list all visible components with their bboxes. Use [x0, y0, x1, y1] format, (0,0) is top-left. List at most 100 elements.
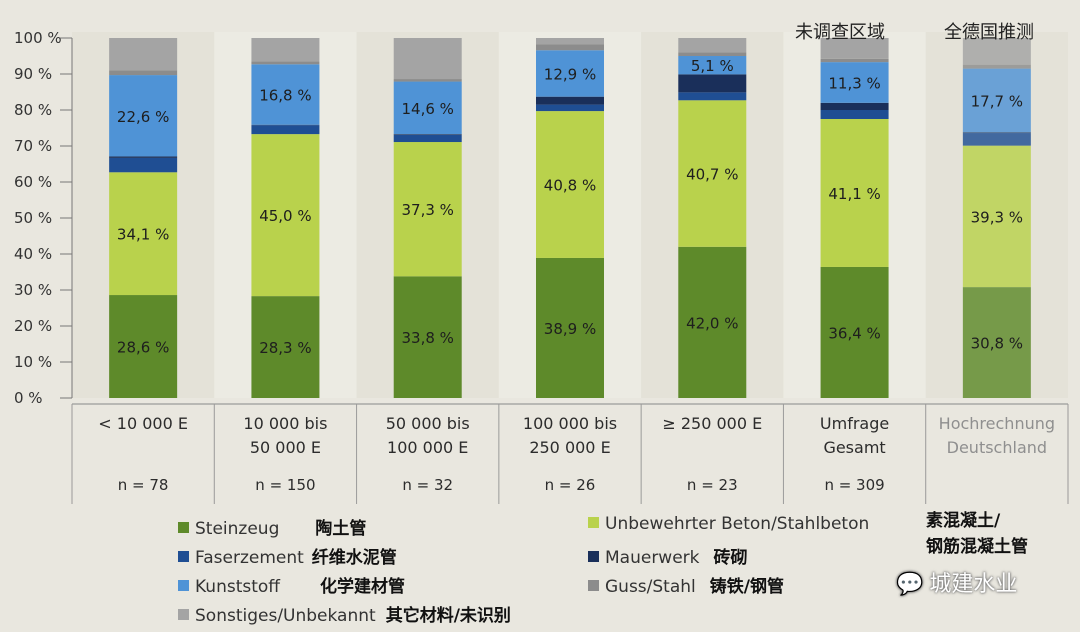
data-label: 28,6 %	[117, 339, 169, 357]
legend-item-sonstiges: Sonstiges/Unbekannt 其它材料/未识别	[178, 601, 511, 626]
bar-segment	[536, 111, 604, 258]
sample-size-label: n = 26	[545, 476, 596, 494]
bar-segment	[678, 246, 747, 398]
bar-segment	[393, 276, 462, 398]
category-label: 250 000 E	[529, 438, 610, 457]
bar-segment	[393, 134, 462, 143]
data-label: 28,3 %	[259, 339, 311, 357]
bar-segment	[962, 133, 1031, 146]
data-label: 42,0 %	[686, 314, 738, 332]
sample-size-label: n = 78	[118, 476, 169, 494]
legend-label: Mauerwerk	[605, 548, 700, 568]
bar-segment	[251, 296, 320, 398]
bar-segment	[678, 52, 747, 56]
legend-swatch	[588, 579, 599, 591]
data-label: 17,7 %	[971, 92, 1023, 110]
annotation-unsurveyed: 未调查区域	[795, 22, 885, 43]
bar-segment	[393, 142, 462, 277]
bar-segment	[962, 64, 1031, 69]
legend-label-cn: 陶土管	[315, 519, 367, 539]
data-label: 22,6 %	[117, 108, 169, 126]
stacked-bar-chart: 0 % 10 % 20 % 30 % 40 % 50 % 60 % 70 % 80 % 90 % 1…	[14, 29, 1069, 504]
data-label: 30,8 %	[971, 335, 1023, 353]
bar-segment	[678, 38, 747, 53]
bar-segment	[109, 295, 178, 398]
legend-item-mauerwerk: Mauerwerk 砖砌	[588, 543, 748, 568]
legend-swatch	[588, 516, 599, 528]
sample-size-label: n = 150	[255, 476, 315, 494]
bar-segment	[251, 134, 320, 297]
y-tick-label: 30 %	[14, 281, 52, 299]
data-label: 34,1 %	[117, 226, 169, 244]
y-tick-label: 90 %	[14, 65, 52, 83]
y-tick-label: 80 %	[14, 101, 52, 119]
legend-label: Faserzement	[195, 548, 304, 568]
wechat-icon: 💬	[896, 572, 924, 597]
bar-segment	[109, 70, 178, 76]
bar-segment	[251, 125, 320, 135]
bar-segment	[820, 266, 889, 398]
bar-segment	[251, 64, 320, 125]
legend-label-cn: 铸铁/钢管	[709, 577, 784, 597]
bar-segment	[962, 68, 1031, 133]
data-label: 33,8 %	[402, 329, 454, 347]
legend-label: Steinzeug	[195, 519, 280, 539]
data-label: 5,1 %	[691, 57, 734, 75]
sample-size-label: n = 32	[402, 476, 453, 494]
bar-segment	[820, 58, 889, 63]
legend-label-cn: 化学建材管	[320, 577, 406, 597]
bar-segment	[393, 134, 462, 135]
legend-label: Kunststoff	[195, 577, 281, 597]
bar-segment	[109, 156, 178, 158]
bar-segment	[536, 50, 604, 97]
y-tick-label: 0 %	[14, 389, 43, 407]
y-tick-label: 100 %	[14, 29, 62, 47]
legend-item-guss: Guss/Stahl 铸铁/钢管	[588, 572, 784, 597]
bar-segment	[962, 145, 1031, 288]
sample-size-label: n = 23	[687, 476, 738, 494]
category-label: 100 000 bis	[523, 414, 617, 433]
legend-label-cn: 其它材料/未识别	[385, 606, 511, 626]
bar-segment	[109, 38, 178, 71]
category-label: 50 000 E	[250, 438, 321, 457]
bar-segment	[678, 74, 747, 93]
y-tick-label: 10 %	[14, 353, 52, 371]
data-label: 41,1 %	[828, 185, 880, 203]
legend-item-kunststoff: Kunststoff 化学建材管	[178, 572, 405, 597]
y-tick-label: 20 %	[14, 317, 52, 335]
data-label: 16,8 %	[259, 87, 311, 105]
bar-segment	[678, 100, 747, 247]
data-label: 11,3 %	[828, 74, 880, 92]
category-label: Gesamt	[823, 438, 885, 457]
bar-segment	[109, 157, 178, 173]
legend-swatch	[588, 550, 599, 562]
bar-segment	[820, 38, 889, 59]
legend-label-cn: 素混凝土/	[926, 511, 1001, 531]
legend-label: Guss/Stahl	[605, 577, 696, 597]
bar-segment	[820, 110, 889, 119]
data-label: 40,8 %	[544, 177, 596, 195]
bar-segment	[678, 92, 747, 101]
bar-segment	[536, 257, 604, 398]
bar-segment	[109, 75, 178, 157]
category-label: 100 000 E	[387, 438, 468, 457]
bar-segment	[251, 38, 320, 62]
category-label: Deutschland	[947, 438, 1047, 457]
legend-label-cn: 砖砌	[713, 548, 748, 568]
bar-segment	[962, 287, 1031, 398]
sample-size-label: n = 309	[824, 476, 884, 494]
data-label: 37,3 %	[402, 201, 454, 219]
data-label: 12,9 %	[544, 65, 596, 83]
data-label: 39,3 %	[971, 208, 1023, 226]
bar-segment	[393, 81, 462, 135]
bar-segment	[536, 104, 604, 112]
category-label: < 10 000 E	[98, 414, 188, 433]
y-tick-label: 40 %	[14, 245, 52, 263]
bar-segment	[962, 38, 1031, 65]
legend-swatch	[178, 550, 189, 562]
category-label: Umfrage	[820, 414, 889, 433]
category-label: Hochrechnung	[939, 414, 1055, 433]
bar-segment	[536, 96, 604, 105]
bar-segment	[393, 79, 462, 82]
